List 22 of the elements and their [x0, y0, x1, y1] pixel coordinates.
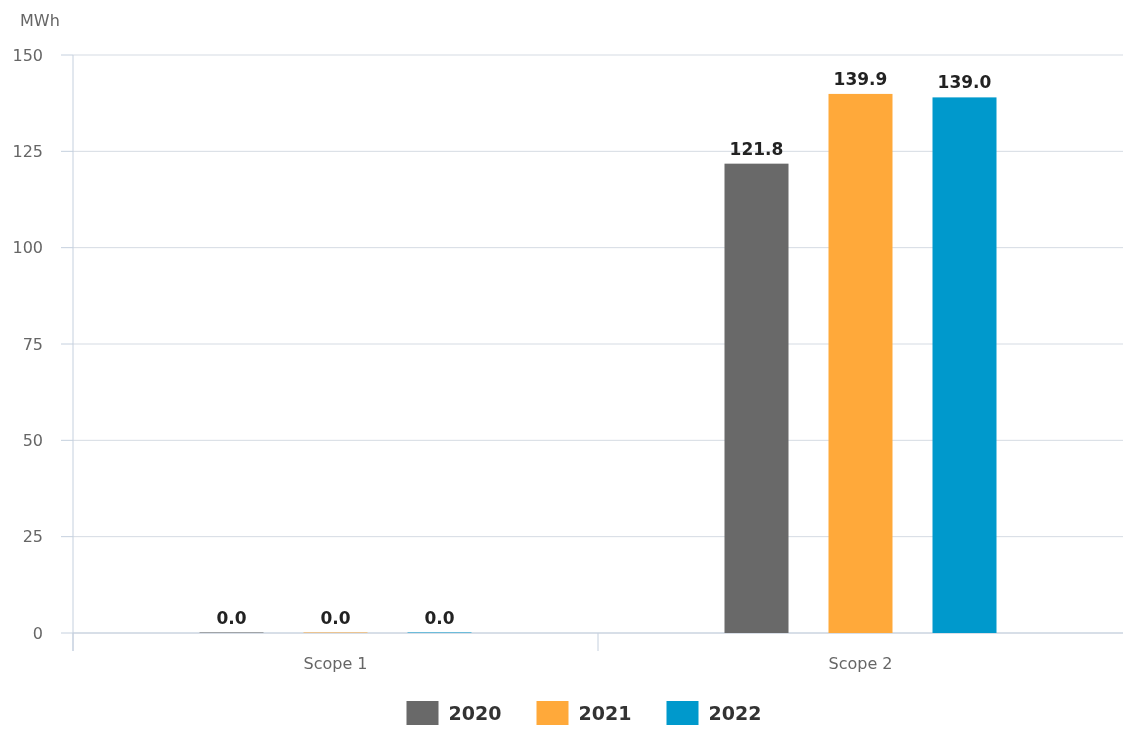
data-label: 0.0 [216, 608, 247, 628]
y-axis-title: MWh [20, 11, 60, 30]
legend-label: 2021 [578, 701, 632, 724]
data-label: 139.0 [937, 72, 992, 93]
x-tick-label: Scope 1 [303, 654, 368, 673]
y-tick-label: 150 [12, 45, 43, 65]
legend-label: 2020 [448, 701, 502, 724]
data-label: 0.0 [320, 608, 351, 628]
y-tick-label: 75 [22, 334, 43, 354]
legend-label: 2022 [708, 701, 762, 724]
data-label: 139.9 [833, 68, 888, 89]
bar [724, 163, 789, 633]
data-label: 121.8 [729, 138, 784, 159]
x-tick-label: Scope 2 [828, 654, 893, 673]
y-tick-label: 50 [22, 430, 43, 450]
y-tick-label: 100 [12, 238, 43, 258]
bar [828, 93, 893, 633]
y-tick-label: 125 [12, 141, 43, 161]
bar [932, 97, 997, 633]
data-label: 0.0 [424, 608, 455, 628]
y-tick-label: 25 [22, 527, 43, 547]
y-tick-label: 0 [32, 623, 43, 643]
